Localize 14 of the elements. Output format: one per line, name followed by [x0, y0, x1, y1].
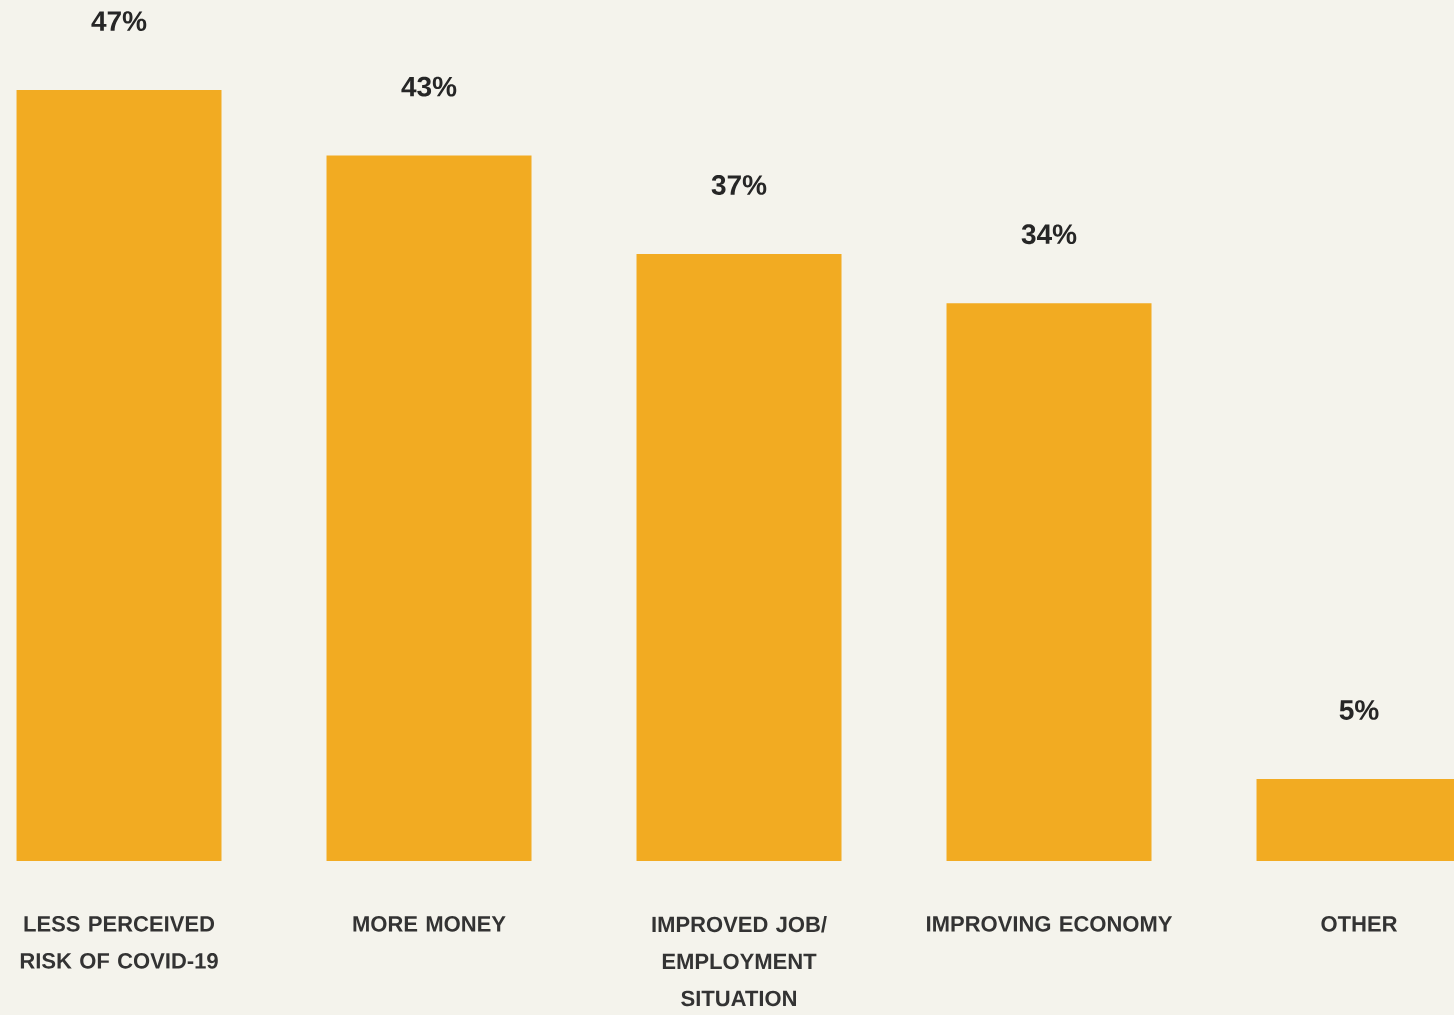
bar [946, 303, 1152, 861]
x-tick-label: OTHER [1321, 916, 1398, 932]
bar [16, 89, 222, 861]
data-label: 43% [401, 76, 457, 97]
x-tick-label: MORE MONEY [353, 916, 506, 932]
data-label: 37% [711, 175, 767, 195]
x-tick-label: IMPROVED JOB/ EMPLOYMENT SITUATION [652, 916, 827, 1007]
data-label: 47% [91, 11, 147, 31]
bar [636, 254, 842, 861]
x-tick-label: LESS PERCEIVED RISK OF COVID-19 [20, 916, 218, 969]
x-tick-label: IMPROVING ECONOMY [927, 916, 1173, 932]
data-label: 5% [1339, 700, 1379, 720]
bar [326, 155, 532, 861]
data-label: 34% [1021, 224, 1077, 245]
